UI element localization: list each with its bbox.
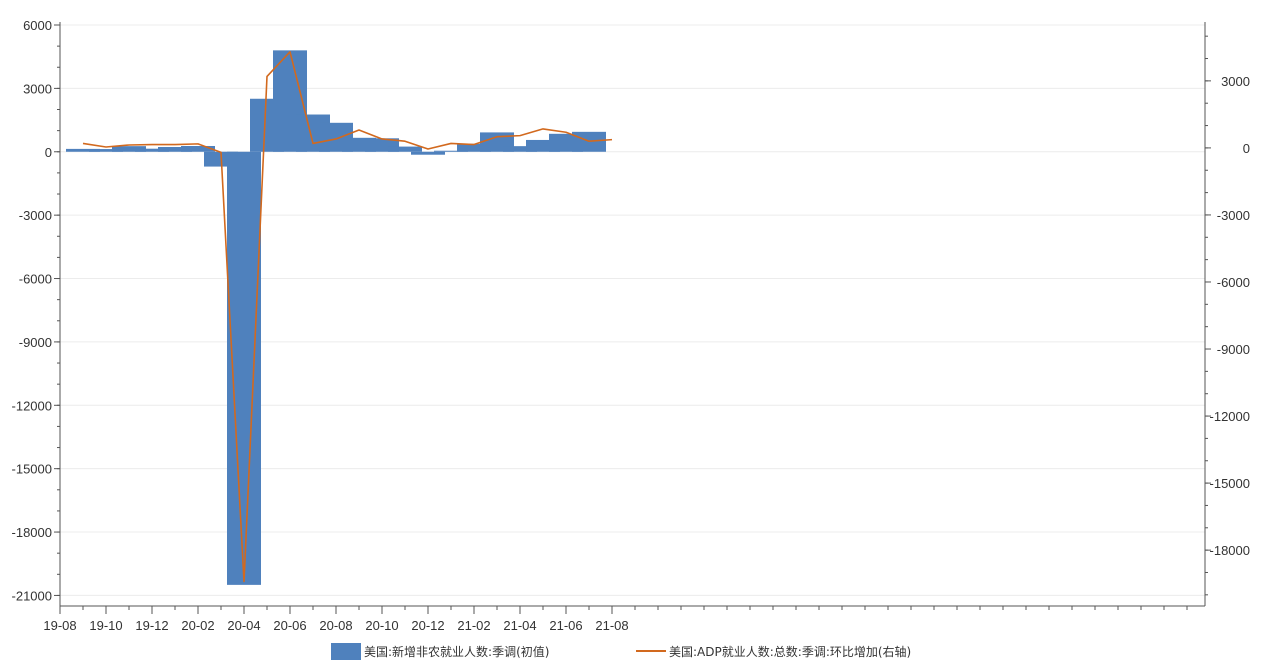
bar-19-10: [89, 149, 123, 152]
x-tick-label: 19-10: [89, 618, 122, 633]
left-tick-label: -18000: [12, 525, 52, 540]
left-tick-label: -21000: [12, 588, 52, 603]
axes: 6000 3000 0 -3000 -6000 -9000 -12000 -15000 -180…: [12, 18, 1250, 633]
right-tick-label: -15000: [1210, 476, 1250, 491]
bar-19-09: [66, 148, 100, 152]
left-tick-label: 3000: [23, 81, 52, 96]
legend: 美国:新增非农就业人数:季调(初值) 美国:ADP就业人数:总数:季调:环比增加…: [331, 643, 911, 660]
left-tick-label: -9000: [19, 335, 52, 350]
bar-19-12: [135, 148, 169, 152]
x-tick-label: 20-10: [365, 618, 398, 633]
x-tick-label: 21-08: [595, 618, 628, 633]
right-tick-label: 0: [1243, 141, 1250, 156]
right-tick-label: -6000: [1217, 275, 1250, 290]
bar-19-11: [112, 146, 146, 152]
left-tick-label: 6000: [23, 18, 52, 33]
bar-20-01: [158, 147, 192, 152]
legend-bar-swatch: [331, 643, 361, 660]
bar-20-11: [388, 146, 422, 152]
x-tick-label: 21-06: [549, 618, 582, 633]
left-tick-label: -3000: [19, 208, 52, 223]
line-adp: [82, 51, 613, 583]
bar-21-01: [434, 150, 468, 152]
bar-20-02: [181, 145, 215, 152]
right-tick-label: -9000: [1217, 342, 1250, 357]
bar-21-04: [503, 146, 537, 152]
x-tick-label: 20-04: [227, 618, 260, 633]
right-tick-label: -12000: [1210, 409, 1250, 424]
x-tick-label: 21-02: [457, 618, 490, 633]
x-tick-label: 20-08: [319, 618, 352, 633]
x-tick-label: 21-04: [503, 618, 536, 633]
right-tick-label: -18000: [1210, 543, 1250, 558]
x-tick-label: 19-12: [135, 618, 168, 633]
legend-bar-label: 美国:新增非农就业人数:季调(初值): [364, 644, 549, 659]
left-tick-label: 0: [45, 145, 52, 160]
legend-line-label: 美国:ADP就业人数:总数:季调:环比增加(右轴): [669, 644, 911, 659]
right-tick-label: 3000: [1221, 74, 1250, 89]
left-tick-label: -12000: [12, 398, 52, 413]
bar-21-05: [526, 139, 560, 152]
bar-20-12: [411, 151, 445, 155]
left-tick-label: -15000: [12, 462, 52, 477]
bar-series: [66, 50, 606, 585]
left-tick-label: -6000: [19, 272, 52, 287]
right-tick-label: -3000: [1217, 208, 1250, 223]
x-tick-label: 19-08: [43, 618, 76, 633]
line-series: [82, 51, 613, 583]
bar-21-02: [457, 143, 491, 152]
x-tick-label: 20-12: [411, 618, 444, 633]
x-tick-label: 20-02: [181, 618, 214, 633]
x-tick-label: 20-06: [273, 618, 306, 633]
